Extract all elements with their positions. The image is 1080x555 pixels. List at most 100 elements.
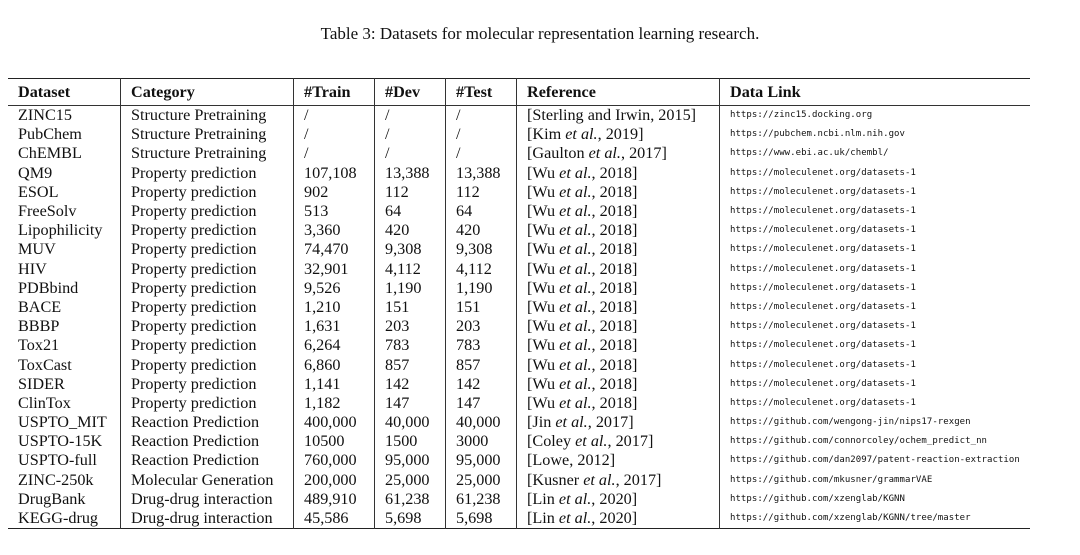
cell-category: Property prediction xyxy=(120,336,294,356)
table-header-row: Dataset Category #Train #Dev #Test Refer… xyxy=(8,78,1030,106)
cell-test: 203 xyxy=(445,317,517,337)
header-category: Category xyxy=(120,78,294,106)
cell-test: 13,388 xyxy=(445,163,517,183)
cell-data-link[interactable]: https://github.com/xzenglab/KGNN xyxy=(719,489,1030,509)
cell-dev: / xyxy=(374,105,446,126)
reference-year: , 2018 xyxy=(591,240,633,259)
cell-dataset: Lipophilicity xyxy=(18,221,103,240)
cell-test: 147 xyxy=(445,393,517,413)
reference-bracket: [ xyxy=(527,125,533,144)
cell-data-link[interactable]: https://moleculenet.org/datasets-1 xyxy=(719,393,1030,413)
cell-reference: [Kim et al., 2019] xyxy=(516,125,720,145)
table-row: FreeSolv Property prediction 513 64 64 [Wu et… xyxy=(8,201,1030,222)
cell-data-link[interactable]: https://moleculenet.org/datasets-1 xyxy=(719,278,1030,298)
table-row: HIV Property prediction 32,901 4,112 4,112 [W… xyxy=(8,259,1030,279)
cell-data-link[interactable]: https://zinc15.docking.org xyxy=(719,105,1030,126)
cell-dev: 9,308 xyxy=(374,240,446,260)
cell-data-link[interactable]: https://moleculenet.org/datasets-1 xyxy=(719,297,1030,318)
cell-reference: [Lin et al., 2020] xyxy=(516,489,720,509)
cell-category: Property prediction xyxy=(120,163,294,183)
reference-etal: et al. xyxy=(559,182,592,201)
cell-category: Property prediction xyxy=(120,297,294,318)
cell-data-link[interactable]: https://github.com/xzenglab/KGNN/tree/ma… xyxy=(719,508,1030,529)
header-test: #Test xyxy=(445,78,517,106)
cell-data-link[interactable]: https://moleculenet.org/datasets-1 xyxy=(719,163,1030,183)
cell-dataset: PDBbind xyxy=(18,278,79,297)
cell-data-link[interactable]: https://github.com/dan2097/patent-reacti… xyxy=(719,451,1030,471)
cell-data-link[interactable]: https://github.com/mkusner/grammarVAE xyxy=(719,470,1030,490)
cell-train: / xyxy=(293,105,375,126)
reference-etal: et al. xyxy=(558,509,592,528)
reference-year: , 2018 xyxy=(591,374,633,393)
cell-dev: 4,112 xyxy=(374,259,446,279)
reference-bracket: [ xyxy=(527,240,533,259)
cell-data-link[interactable]: https://moleculenet.org/datasets-1 xyxy=(719,317,1030,337)
cell-test: 420 xyxy=(445,221,517,241)
cell-dev: 5,698 xyxy=(374,508,446,529)
reference-year: , 2020 xyxy=(591,489,632,508)
cell-test: 3000 xyxy=(445,432,517,452)
cell-train: 1,210 xyxy=(293,297,375,318)
cell-test: 95,000 xyxy=(445,451,517,471)
cell-data-link[interactable]: https://moleculenet.org/datasets-1 xyxy=(719,201,1030,222)
cell-data-link[interactable]: https://moleculenet.org/datasets-1 xyxy=(719,240,1030,260)
cell-dataset: MUV xyxy=(18,240,56,259)
cell-dataset: ClinTox xyxy=(18,393,71,412)
cell-train: 9,526 xyxy=(293,278,375,298)
cell-dev: 420 xyxy=(374,221,446,241)
table-row: PDBbind Property prediction 9,526 1,190 1,19… xyxy=(8,278,1030,298)
reference-bracket: [ xyxy=(527,432,533,451)
reference-author: Coley xyxy=(532,432,572,451)
cell-dataset: ToxCast xyxy=(18,355,72,374)
cell-data-link[interactable]: https://moleculenet.org/datasets-1 xyxy=(719,182,1030,202)
reference-bracket: ] xyxy=(631,509,638,528)
cell-test: 1,190 xyxy=(445,278,517,298)
reference-bracket: ] xyxy=(632,393,638,412)
cell-test: 5,698 xyxy=(445,508,517,529)
cell-dev: 1500 xyxy=(374,432,446,452)
cell-data-link[interactable]: https://github.com/wengong-jin/nips17-re… xyxy=(719,413,1030,433)
cell-train: 107,108 xyxy=(293,163,375,183)
cell-data-link[interactable]: https://moleculenet.org/datasets-1 xyxy=(719,374,1030,394)
reference-bracket: [ xyxy=(527,489,533,508)
reference-author: Lowe xyxy=(532,451,570,470)
cell-data-link[interactable]: https://github.com/connorcoley/ochem_pre… xyxy=(719,432,1030,452)
reference-author: Sterling and Irwin xyxy=(532,106,651,125)
table-row: USPTO-15K Reaction Prediction 10500 1500 300… xyxy=(8,432,1030,452)
table-row: KEGG-drug Drug-drug interaction 45,586 5,69… xyxy=(8,508,1030,529)
reference-bracket: ] xyxy=(632,163,638,182)
table-row: ToxCast Property prediction 6,860 857 857 [Wu… xyxy=(8,355,1030,375)
cell-reference: [Wu et al., 2018] xyxy=(516,240,720,260)
header-dev: #Dev xyxy=(374,78,446,106)
reference-bracket: [ xyxy=(527,393,533,412)
reference-etal: et al. xyxy=(558,489,592,508)
cell-data-link[interactable]: https://moleculenet.org/datasets-1 xyxy=(719,336,1030,356)
cell-reference: [Wu et al., 2018] xyxy=(516,221,720,241)
cell-data-link[interactable]: https://www.ebi.ac.uk/chembl/ xyxy=(719,144,1030,164)
cell-dev: 783 xyxy=(374,336,446,356)
cell-train: 200,000 xyxy=(293,470,375,490)
reference-author: Wu xyxy=(532,317,556,336)
cell-dataset: BBBP xyxy=(18,317,60,336)
cell-reference: [Wu et al., 2018] xyxy=(516,355,720,375)
table-row: DrugBank Drug-drug interaction 489,910 61,2… xyxy=(8,489,1030,509)
cell-category: Reaction Prediction xyxy=(120,451,294,471)
cell-train: 902 xyxy=(293,182,375,202)
reference-etal: et al. xyxy=(559,163,592,182)
table-row: USPTO-full Reaction Prediction 760,000 95,0… xyxy=(8,451,1030,471)
cell-dataset: QM9 xyxy=(18,163,53,182)
reference-year: , 2018 xyxy=(591,336,633,355)
cell-reference: [Wu et al., 2018] xyxy=(516,201,720,222)
reference-year: , 2017 xyxy=(607,432,648,451)
reference-bracket: ] xyxy=(638,125,644,144)
reference-bracket: ] xyxy=(631,489,638,508)
cell-dataset: FreeSolv xyxy=(18,202,77,221)
cell-data-link[interactable]: https://moleculenet.org/datasets-1 xyxy=(719,355,1030,375)
cell-dataset: USPTO_MIT xyxy=(18,413,107,432)
reference-bracket: ] xyxy=(632,182,638,201)
cell-data-link[interactable]: https://moleculenet.org/datasets-1 xyxy=(719,259,1030,279)
cell-data-link[interactable]: https://moleculenet.org/datasets-1 xyxy=(719,221,1030,241)
reference-bracket: ] xyxy=(632,374,638,393)
cell-data-link[interactable]: https://pubchem.ncbi.nlm.nih.gov xyxy=(719,125,1030,145)
reference-year: , 2018 xyxy=(591,355,633,374)
